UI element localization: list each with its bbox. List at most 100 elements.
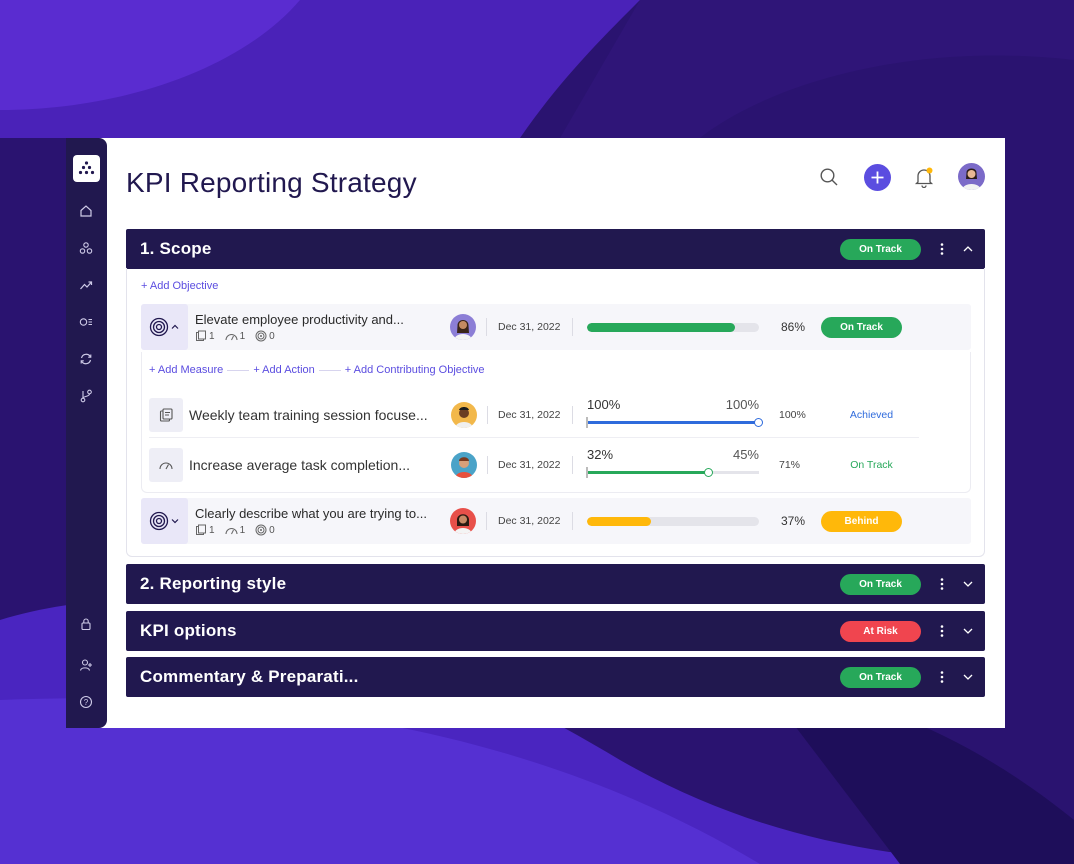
add-user-icon[interactable] (78, 657, 94, 673)
target-small-icon (255, 524, 267, 536)
more-options-icon[interactable] (931, 666, 953, 688)
objective-toggle[interactable] (141, 498, 188, 544)
owner-avatar[interactable] (450, 314, 476, 340)
progress-handle[interactable] (704, 468, 714, 477)
chevron-down-icon[interactable] (957, 620, 979, 642)
section-commentary-header[interactable]: Commentary & Preparati... On Track (126, 657, 985, 697)
actions-count: 1 (225, 524, 245, 536)
trending-icon[interactable] (78, 277, 94, 293)
objective-expanded-panel: + Add Measure + Add Action + Add Contrib… (141, 352, 971, 493)
progress-percent: 37% (781, 514, 806, 528)
progress-percent: 71% (779, 459, 801, 471)
home-icon[interactable] (78, 203, 94, 219)
owner-avatar[interactable] (450, 508, 476, 534)
section-title: Commentary & Preparati... (140, 667, 359, 686)
divider (572, 456, 573, 474)
status-badge: On Track (840, 666, 921, 688)
due-date: Dec 31, 2022 (498, 321, 561, 333)
actions-count: 1 (225, 330, 245, 342)
lock-icon[interactable] (78, 616, 94, 632)
add-objective-link[interactable]: + Add Objective (141, 280, 219, 292)
search-icon[interactable] (815, 163, 843, 191)
chevron-down-icon[interactable] (957, 666, 979, 688)
divider (572, 512, 573, 530)
objective-title: Elevate employee productivity and... (195, 312, 404, 327)
sidebar: ? (66, 138, 107, 728)
refresh-icon[interactable] (78, 351, 94, 367)
section-reporting-style-header[interactable]: 2. Reporting style On Track (126, 564, 985, 604)
measure-progress: 32% 45% (586, 447, 759, 483)
target-value: 100% (725, 396, 759, 412)
progress-fill (587, 322, 735, 332)
owner-avatar[interactable] (451, 452, 477, 478)
start-marker (586, 416, 588, 428)
bell-icon[interactable] (910, 163, 938, 191)
app-logo[interactable] (73, 155, 100, 182)
add-button[interactable] (863, 163, 891, 191)
action-icon (149, 448, 183, 482)
objective-counts: 1 1 0 (195, 524, 450, 536)
add-icon (863, 163, 891, 191)
measure-icon (196, 524, 206, 535)
target-icon (149, 511, 178, 531)
due-date: Dec 31, 2022 (498, 515, 561, 527)
measure-progress: 100% 100% (586, 396, 763, 433)
more-options-icon[interactable] (931, 620, 953, 642)
progress-track (587, 420, 759, 424)
page-title: KPI Reporting Strategy (126, 167, 417, 198)
branch-icon[interactable] (78, 388, 94, 404)
okr-list-icon[interactable] (78, 314, 94, 330)
section-title: 2. Reporting style (140, 574, 287, 593)
divider (487, 456, 488, 474)
action-icon (225, 528, 238, 535)
add-action-link[interactable]: + Add Action (253, 364, 315, 376)
scope-section-body: + Add Objective Elevate employee product… (126, 268, 985, 557)
action-icon (225, 334, 238, 341)
progress-bar (587, 516, 759, 526)
chevron-down-icon[interactable] (957, 573, 979, 595)
status-badge: At Risk (840, 620, 921, 642)
objective-row[interactable]: Clearly describe what you are trying to.… (141, 498, 971, 544)
svg-text:?: ? (84, 698, 89, 707)
section-title: KPI options (140, 621, 237, 640)
progress-track (587, 471, 759, 474)
measure-title: Increase average task completion... (189, 457, 411, 473)
add-measure-link[interactable]: + Add Measure (149, 364, 224, 376)
status-badge: On Track (821, 316, 902, 338)
section-kpi-options-header[interactable]: KPI options At Risk (126, 611, 985, 651)
objective-toggle[interactable] (141, 304, 188, 350)
contributing-count: 0 (255, 524, 275, 536)
progress-handle[interactable] (754, 417, 763, 427)
link-connector (318, 369, 341, 371)
target-value: 45% (732, 447, 759, 462)
logo-icon (78, 161, 95, 175)
divider (572, 405, 573, 424)
owner-avatar[interactable] (451, 401, 477, 428)
add-contributing-objective-link[interactable]: + Add Contributing Objective (344, 364, 485, 376)
status-label: On Track (850, 459, 893, 471)
status-badge: On Track (840, 573, 921, 595)
objective-row[interactable]: Elevate employee productivity and... 1 1… (141, 304, 971, 350)
user-avatar[interactable] (958, 163, 985, 190)
divider (486, 512, 487, 530)
chevron-up-icon[interactable] (957, 238, 979, 260)
objective-title: Clearly describe what you are trying to.… (195, 506, 427, 521)
divider (572, 318, 573, 336)
progress-bar (587, 322, 759, 332)
section-scope-header[interactable]: 1. Scope On Track (126, 229, 985, 269)
progress-fill (587, 516, 651, 526)
objective-info: Clearly describe what you are trying to.… (195, 506, 450, 536)
progress-fill (587, 471, 710, 474)
objective-counts: 1 1 0 (195, 330, 450, 342)
main-content: KPI Reporting Strategy 1. Scope On Track… (107, 138, 1005, 728)
org-chart-icon[interactable] (78, 240, 94, 256)
measure-icon (149, 397, 183, 432)
measure-row[interactable]: Weekly team training session focuse... D… (149, 392, 919, 438)
measure-title: Weekly team training session focuse... (189, 406, 428, 423)
start-marker (586, 467, 588, 478)
more-options-icon[interactable] (931, 573, 953, 595)
current-value: 100% (587, 396, 621, 412)
measure-row[interactable]: Increase average task completion... Dec … (149, 442, 919, 488)
help-icon[interactable]: ? (78, 694, 94, 710)
more-options-icon[interactable] (931, 238, 953, 260)
